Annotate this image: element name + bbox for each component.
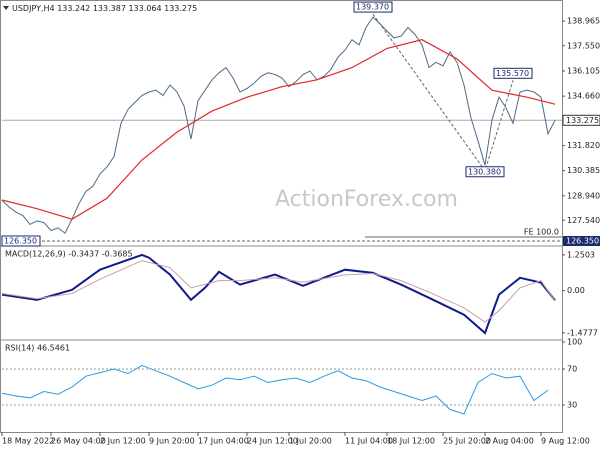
last-price-label: 133.275 <box>566 116 599 125</box>
watermark: ActionForex.com <box>275 187 458 212</box>
annotation-label: 126.350 <box>4 236 37 245</box>
series-line <box>1 16 556 234</box>
fe-box <box>563 235 600 246</box>
y-tick-label: 127.540 <box>567 216 600 225</box>
x-tick-label: 9 Jun 20:00 <box>149 437 195 446</box>
series-line <box>1 39 556 220</box>
last-price-box <box>562 114 600 126</box>
x-tick-label: 25 Jul 20:00 <box>443 437 491 446</box>
annotation-box <box>353 1 393 13</box>
x-tick-label: 9 Aug 12:00 <box>541 437 590 446</box>
y-tick-label: 1.2503 <box>567 250 595 259</box>
menu-arrow <box>3 6 9 10</box>
ohlc-value: 133.064 <box>128 4 161 13</box>
fe-label: 126.350 <box>566 236 599 245</box>
fe-text: FE 100.0 <box>524 227 559 236</box>
y-tick-label: 0.00 <box>567 286 585 295</box>
ohlc-value: 133.387 <box>93 4 126 13</box>
x-tick-label: 2 Jun 12:00 <box>100 437 146 446</box>
annotation-label: 130.380 <box>468 167 501 176</box>
y-tick-label: 128.940 <box>567 191 600 200</box>
annotation-label: 135.570 <box>496 69 529 78</box>
series-line <box>1 260 556 323</box>
y-tick-label: 138.965 <box>567 17 600 26</box>
x-tick-label: 26 May 04:00 <box>51 437 106 446</box>
x-tick-label: 2 Aug 04:00 <box>485 437 534 446</box>
y-tick-label: 137.550 <box>567 41 600 50</box>
series-line <box>1 364 549 415</box>
x-tick-label: 11 Jul 04:00 <box>345 437 393 446</box>
y-tick-label: 131.820 <box>567 141 600 150</box>
y-tick-label: 130.385 <box>567 166 600 175</box>
x-tick-label: 1 Jul 20:00 <box>289 437 332 446</box>
frame <box>0 0 563 433</box>
annotation-box <box>465 166 505 178</box>
ohlc-value: 133.242 <box>57 4 90 13</box>
y-tick-label: -1.4777 <box>567 328 598 337</box>
x-tick-label: 18 May 2022 <box>2 437 54 446</box>
annotation-label: 139.370 <box>356 3 389 12</box>
symbol: USDJPY,H4 <box>12 4 55 13</box>
y-tick-label: 136.105 <box>567 66 600 75</box>
x-tick-label: 24 Jun 12:00 <box>247 437 298 446</box>
pane-title: MACD(12,26,9) -0.3437 -0.3685 <box>5 250 133 259</box>
y-tick-label: 134.660 <box>567 92 600 101</box>
x-tick-label: 17 Jun 04:00 <box>198 437 249 446</box>
header: USDJPY,H4 133.242 133.387 133.064 133.27… <box>12 4 197 13</box>
y-tick-label: 30 <box>567 401 577 410</box>
annotation-box <box>493 67 533 79</box>
ohlc-value: 133.275 <box>164 4 197 13</box>
x-tick-label: 18 Jul 12:00 <box>387 437 435 446</box>
series-line <box>1 253 556 335</box>
pane-title: RSI(14) 46.5461 <box>5 344 70 353</box>
y-tick-label: 70 <box>567 365 577 374</box>
annotation-box <box>1 235 41 247</box>
y-tick-label: 100 <box>567 338 582 347</box>
